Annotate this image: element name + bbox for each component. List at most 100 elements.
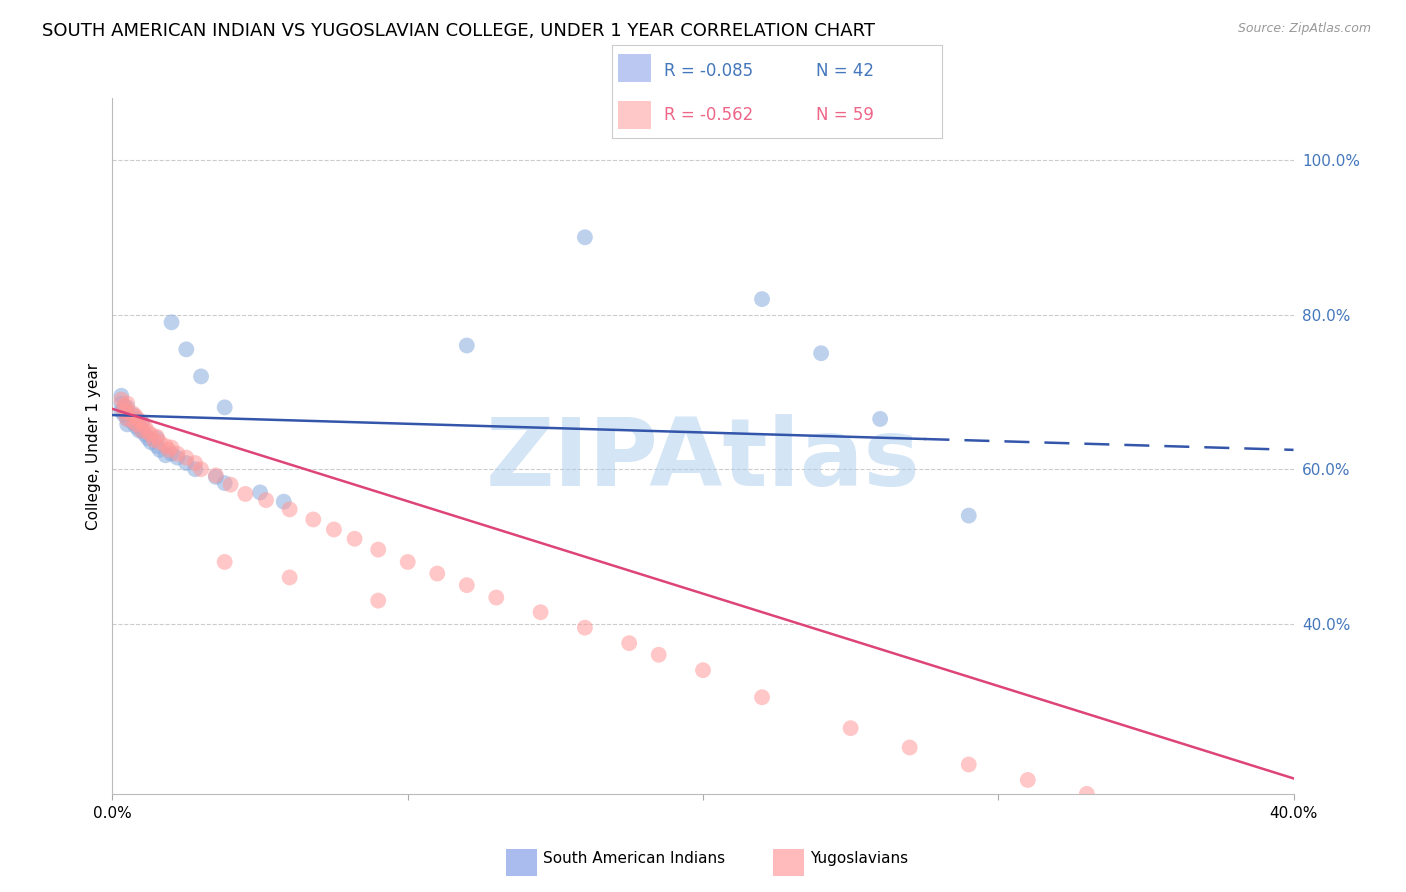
Point	[142, 433, 165, 447]
Point	[1017, 772, 1039, 787]
Point	[112, 408, 135, 422]
Point	[205, 468, 228, 483]
Point	[367, 542, 389, 557]
Point	[456, 338, 478, 352]
Text: South American Indians: South American Indians	[543, 851, 725, 865]
Point	[149, 442, 172, 457]
Point	[1253, 825, 1275, 839]
Point	[184, 456, 207, 470]
Point	[122, 408, 145, 422]
Point	[343, 532, 366, 546]
Point	[957, 757, 980, 772]
Point	[751, 292, 773, 306]
Point	[157, 442, 180, 457]
Text: Yugoslavians: Yugoslavians	[810, 851, 908, 865]
Point	[214, 476, 236, 491]
Y-axis label: College, Under 1 year: College, Under 1 year	[86, 362, 101, 530]
Point	[323, 523, 346, 537]
Point	[1076, 787, 1098, 801]
Point	[128, 416, 150, 430]
Text: N = 59: N = 59	[817, 106, 875, 124]
Point	[125, 417, 148, 432]
Point	[184, 462, 207, 476]
Point	[112, 401, 135, 415]
Point	[160, 441, 183, 455]
Point	[174, 450, 197, 465]
Point	[125, 419, 148, 434]
Point	[146, 439, 169, 453]
Point	[190, 369, 212, 384]
Point	[125, 412, 148, 426]
Point	[131, 416, 153, 430]
Point	[117, 404, 138, 418]
Point	[160, 447, 183, 461]
Point	[166, 450, 188, 465]
Point	[273, 494, 295, 508]
Point	[136, 425, 159, 439]
Point	[254, 493, 277, 508]
Point	[1282, 833, 1305, 847]
Point	[117, 417, 138, 432]
Point	[214, 401, 236, 415]
Point	[112, 405, 135, 419]
Point	[122, 414, 145, 428]
Text: N = 42: N = 42	[817, 62, 875, 79]
Point	[692, 663, 714, 677]
Point	[134, 419, 156, 434]
Point	[647, 648, 671, 662]
Point	[136, 431, 159, 445]
Point	[117, 401, 138, 415]
Point	[619, 636, 641, 650]
Point	[110, 392, 132, 407]
Point	[117, 407, 138, 421]
Point	[898, 740, 921, 755]
Point	[174, 343, 197, 357]
Point	[302, 512, 325, 526]
Point	[751, 690, 773, 705]
Text: ZIPAtlas: ZIPAtlas	[485, 414, 921, 506]
Point	[110, 396, 132, 410]
Point	[174, 456, 197, 470]
Text: Source: ZipAtlas.com: Source: ZipAtlas.com	[1237, 22, 1371, 36]
Point	[396, 555, 419, 569]
Point	[485, 591, 508, 605]
Point	[574, 230, 596, 244]
Point	[957, 508, 980, 523]
Point	[249, 485, 271, 500]
Point	[1135, 801, 1157, 815]
Point	[214, 555, 236, 569]
Point	[117, 412, 138, 426]
Point	[839, 721, 862, 735]
Point	[426, 566, 449, 581]
Point	[128, 413, 150, 427]
Point	[574, 621, 596, 635]
Point	[155, 448, 177, 462]
FancyBboxPatch shape	[619, 54, 651, 82]
Point	[456, 578, 478, 592]
Point	[131, 416, 153, 430]
Point	[112, 399, 135, 413]
Point	[128, 424, 150, 438]
Point	[117, 396, 138, 410]
Point	[810, 346, 832, 360]
Point	[278, 502, 301, 516]
Point	[190, 462, 212, 476]
Point	[146, 430, 169, 444]
Point	[155, 439, 177, 453]
Point	[139, 435, 162, 450]
Text: SOUTH AMERICAN INDIAN VS YUGOSLAVIAN COLLEGE, UNDER 1 YEAR CORRELATION CHART: SOUTH AMERICAN INDIAN VS YUGOSLAVIAN COL…	[42, 22, 875, 40]
Point	[166, 447, 188, 461]
Point	[110, 389, 132, 403]
Point	[146, 431, 169, 445]
Point	[205, 470, 228, 484]
Point	[233, 487, 256, 501]
FancyBboxPatch shape	[619, 101, 651, 129]
Point	[125, 409, 148, 424]
Point	[219, 477, 242, 491]
Text: R = -0.085: R = -0.085	[665, 62, 754, 79]
Point	[1194, 812, 1216, 826]
Point	[122, 407, 145, 421]
Text: R = -0.562: R = -0.562	[665, 106, 754, 124]
Point	[122, 416, 145, 430]
Point	[139, 427, 162, 442]
